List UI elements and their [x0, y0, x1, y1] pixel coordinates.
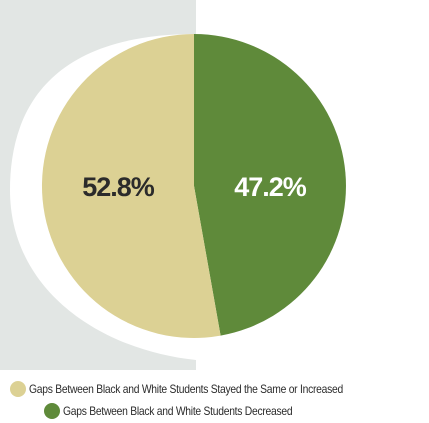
legend-label-same-or-increased: Gaps Between Black and White Students St…	[29, 382, 343, 396]
legend-item-decreased: Gaps Between Black and White Students De…	[44, 403, 330, 419]
data-label-decreased: 47.2%	[234, 172, 307, 202]
legend-item-same-or-increased: Gaps Between Black and White Students St…	[10, 381, 394, 397]
legend-swatch-decreased	[44, 403, 60, 419]
pie-slice-decreased	[194, 34, 346, 336]
data-label-same-or-increased: 52.8%	[82, 172, 155, 202]
legend-swatch-same-or-increased	[10, 381, 26, 397]
background-band	[0, 0, 196, 370]
pie-slices	[41, 34, 346, 338]
pie-labels: 52.8% 47.2%	[82, 172, 308, 202]
legend-label-decreased: Gaps Between Black and White Students De…	[63, 404, 293, 418]
pie-slice-same-or-increased	[41, 34, 221, 338]
